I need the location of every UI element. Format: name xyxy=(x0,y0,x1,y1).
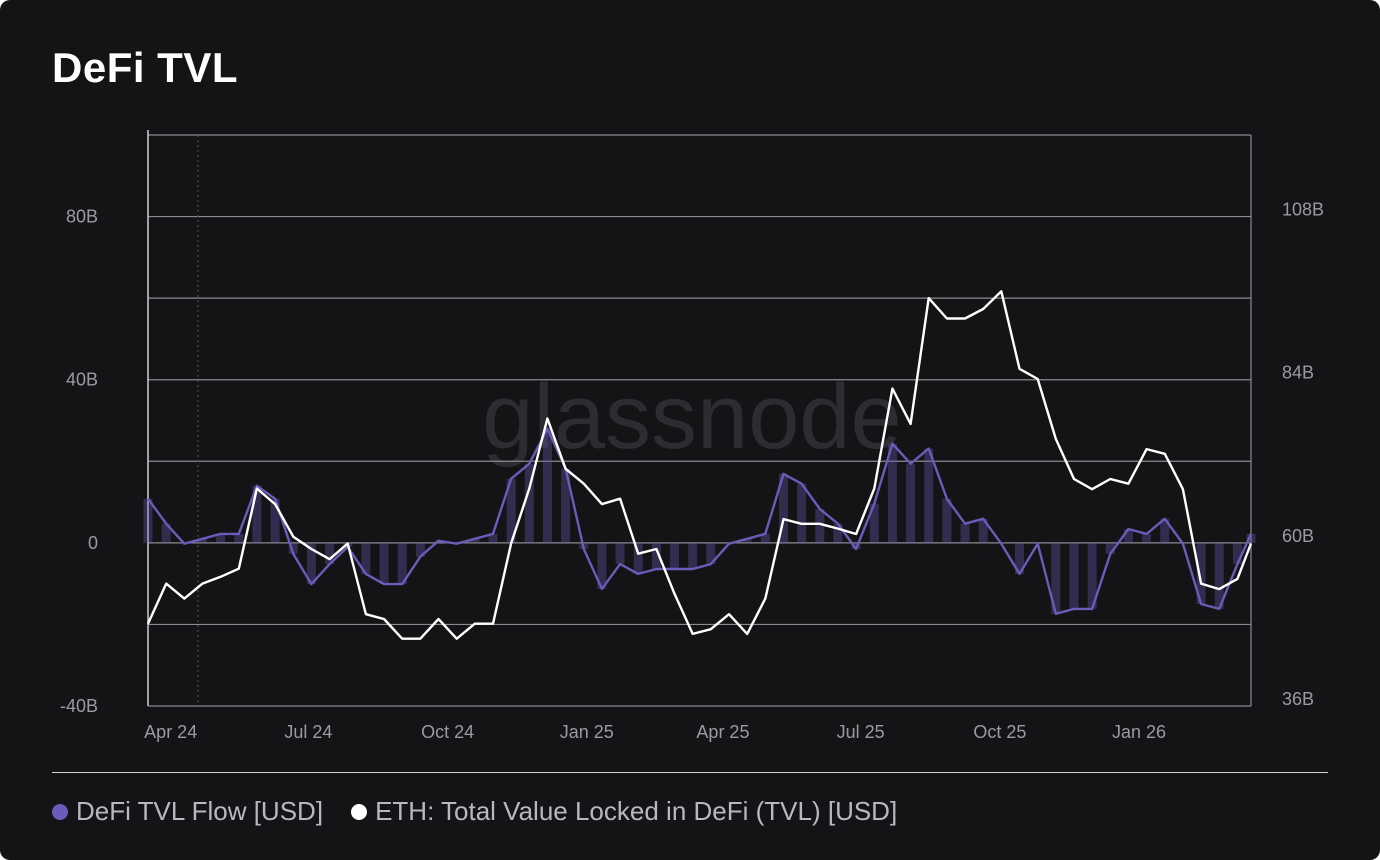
x-tick-label: Jan 25 xyxy=(560,722,614,742)
x-tick-label: Jan 26 xyxy=(1112,722,1166,742)
series-line-tvl-flow xyxy=(147,427,1253,615)
y-right-tick-label: 60B xyxy=(1282,526,1314,546)
legend-divider xyxy=(52,772,1328,773)
legend-item-tvl[interactable]: ETH: Total Value Locked in DeFi (TVL) [U… xyxy=(351,796,897,827)
y-left-tick-label: 80B xyxy=(66,207,98,227)
y-left-tick-label: -40B xyxy=(60,696,98,716)
x-tick-label: Apr 24 xyxy=(144,722,197,742)
y-right-tick-label: 84B xyxy=(1282,363,1314,383)
watermark: glassnode xyxy=(482,366,901,468)
series-line-eth-tvl xyxy=(146,290,1253,640)
legend-dot-flow xyxy=(52,803,68,820)
y-left-tick-label: 40B xyxy=(66,370,98,390)
legend: DeFi TVL Flow [USD] ETH: Total Value Loc… xyxy=(52,796,897,827)
x-tick-label: Jul 25 xyxy=(837,722,885,742)
x-tick-label: Apr 25 xyxy=(696,722,749,742)
legend-label-tvl: ETH: Total Value Locked in DeFi (TVL) [U… xyxy=(375,796,898,826)
chart-title: DeFi TVL xyxy=(52,44,239,91)
legend-label-flow: DeFi TVL Flow [USD] xyxy=(76,796,324,826)
x-tick-label: Jul 24 xyxy=(284,722,332,742)
x-tick-label: Oct 24 xyxy=(421,722,474,742)
y-right-tick-label: 36B xyxy=(1282,689,1314,709)
legend-dot-tvl xyxy=(351,803,368,820)
y-right-tick-label: 108B xyxy=(1282,200,1324,220)
y-left-tick-label: 0 xyxy=(88,533,98,553)
legend-item-flow[interactable]: DeFi TVL Flow [USD] xyxy=(52,796,323,827)
x-tick-label: Oct 25 xyxy=(973,722,1026,742)
